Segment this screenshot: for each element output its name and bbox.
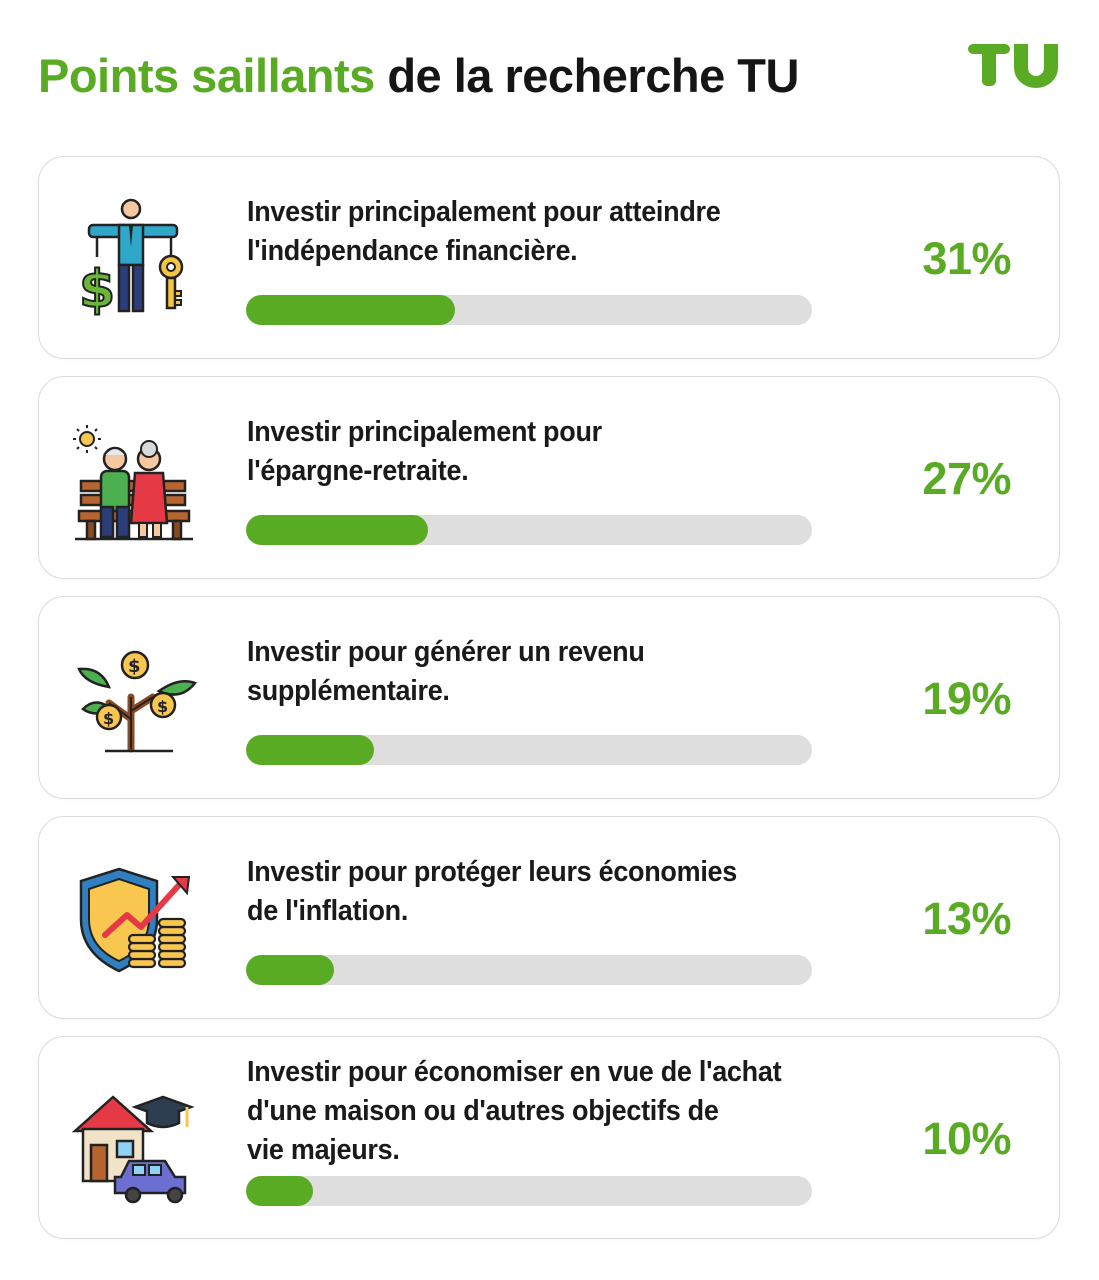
stat-label-line: Investir principalement pour	[247, 416, 602, 448]
stat-label-4: Investir pour protéger leurs économies d…	[247, 853, 786, 931]
svg-text:$: $	[128, 656, 141, 677]
stat-percent-5: 10%	[922, 1113, 1011, 1164]
shield-coins-growth-icon	[69, 861, 199, 991]
stat-label-3: Investir pour générer un revenu suppléme…	[247, 633, 786, 711]
svg-text:$: $	[79, 260, 115, 320]
progress-fill-4	[246, 955, 334, 985]
house-car-graduation-icon	[69, 1081, 199, 1211]
header-rest: de la recherche TU	[387, 49, 799, 102]
stat-label-line: de l'inflation.	[247, 895, 409, 927]
stat-label-2: Investir principalement pour l'épargne-r…	[247, 413, 786, 491]
stat-label-line: l'indépendance financière.	[247, 235, 578, 267]
stat-label-line: Investir principalement pour atteindre	[247, 196, 721, 228]
stat-card-4: Investir pour protéger leurs économies d…	[38, 816, 1060, 1019]
stat-card-1: $ Investir principalement pour atteindre…	[38, 156, 1060, 359]
stat-percent-1: 31%	[922, 233, 1011, 284]
stat-card-3: $ $ $ Investir pour générer un revenu su…	[38, 596, 1060, 799]
progress-fill-3	[246, 735, 375, 765]
stat-label-line: Investir pour générer un revenu	[247, 636, 645, 668]
progress-track-3	[246, 735, 812, 765]
stat-label-line: d'une maison ou d'autres objectifs de	[247, 1095, 719, 1127]
tu-logo: TU	[968, 40, 1058, 90]
header-accent: Points saillants	[38, 49, 375, 102]
progress-fill-2	[246, 515, 428, 545]
stat-percent-2: 27%	[922, 453, 1011, 504]
progress-track-1	[246, 295, 812, 325]
retired-couple-bench-icon	[69, 419, 199, 549]
stat-card-2: Investir principalement pour l'épargne-r…	[38, 376, 1060, 579]
stat-label-line: Investir pour économiser en vue de l'ach…	[247, 1056, 782, 1088]
svg-text:$: $	[103, 709, 114, 728]
stat-percent-4: 13%	[922, 893, 1011, 944]
progress-fill-5	[246, 1176, 314, 1206]
progress-track-5	[246, 1176, 812, 1206]
stat-label-5: Investir pour économiser en vue de l'ach…	[247, 1053, 786, 1170]
progress-track-4	[246, 955, 812, 985]
progress-track-2	[246, 515, 812, 545]
stat-percent-3: 19%	[922, 673, 1011, 724]
svg-text:$: $	[157, 697, 168, 716]
financial-independence-icon: $	[69, 195, 199, 325]
money-tree-icon: $ $ $	[69, 641, 199, 771]
stat-label-line: vie majeurs.	[247, 1134, 400, 1166]
stat-label-line: l'épargne-retraite.	[247, 455, 469, 487]
stat-label-line: Investir pour protéger leurs économies	[247, 856, 737, 888]
stat-label-line: supplémentaire.	[247, 675, 450, 707]
stat-label-1: Investir principalement pour atteindre l…	[247, 193, 786, 271]
page-header: Points saillants de la recherche TU	[38, 48, 799, 103]
progress-fill-1	[246, 295, 455, 325]
stat-card-5: Investir pour économiser en vue de l'ach…	[38, 1036, 1060, 1239]
